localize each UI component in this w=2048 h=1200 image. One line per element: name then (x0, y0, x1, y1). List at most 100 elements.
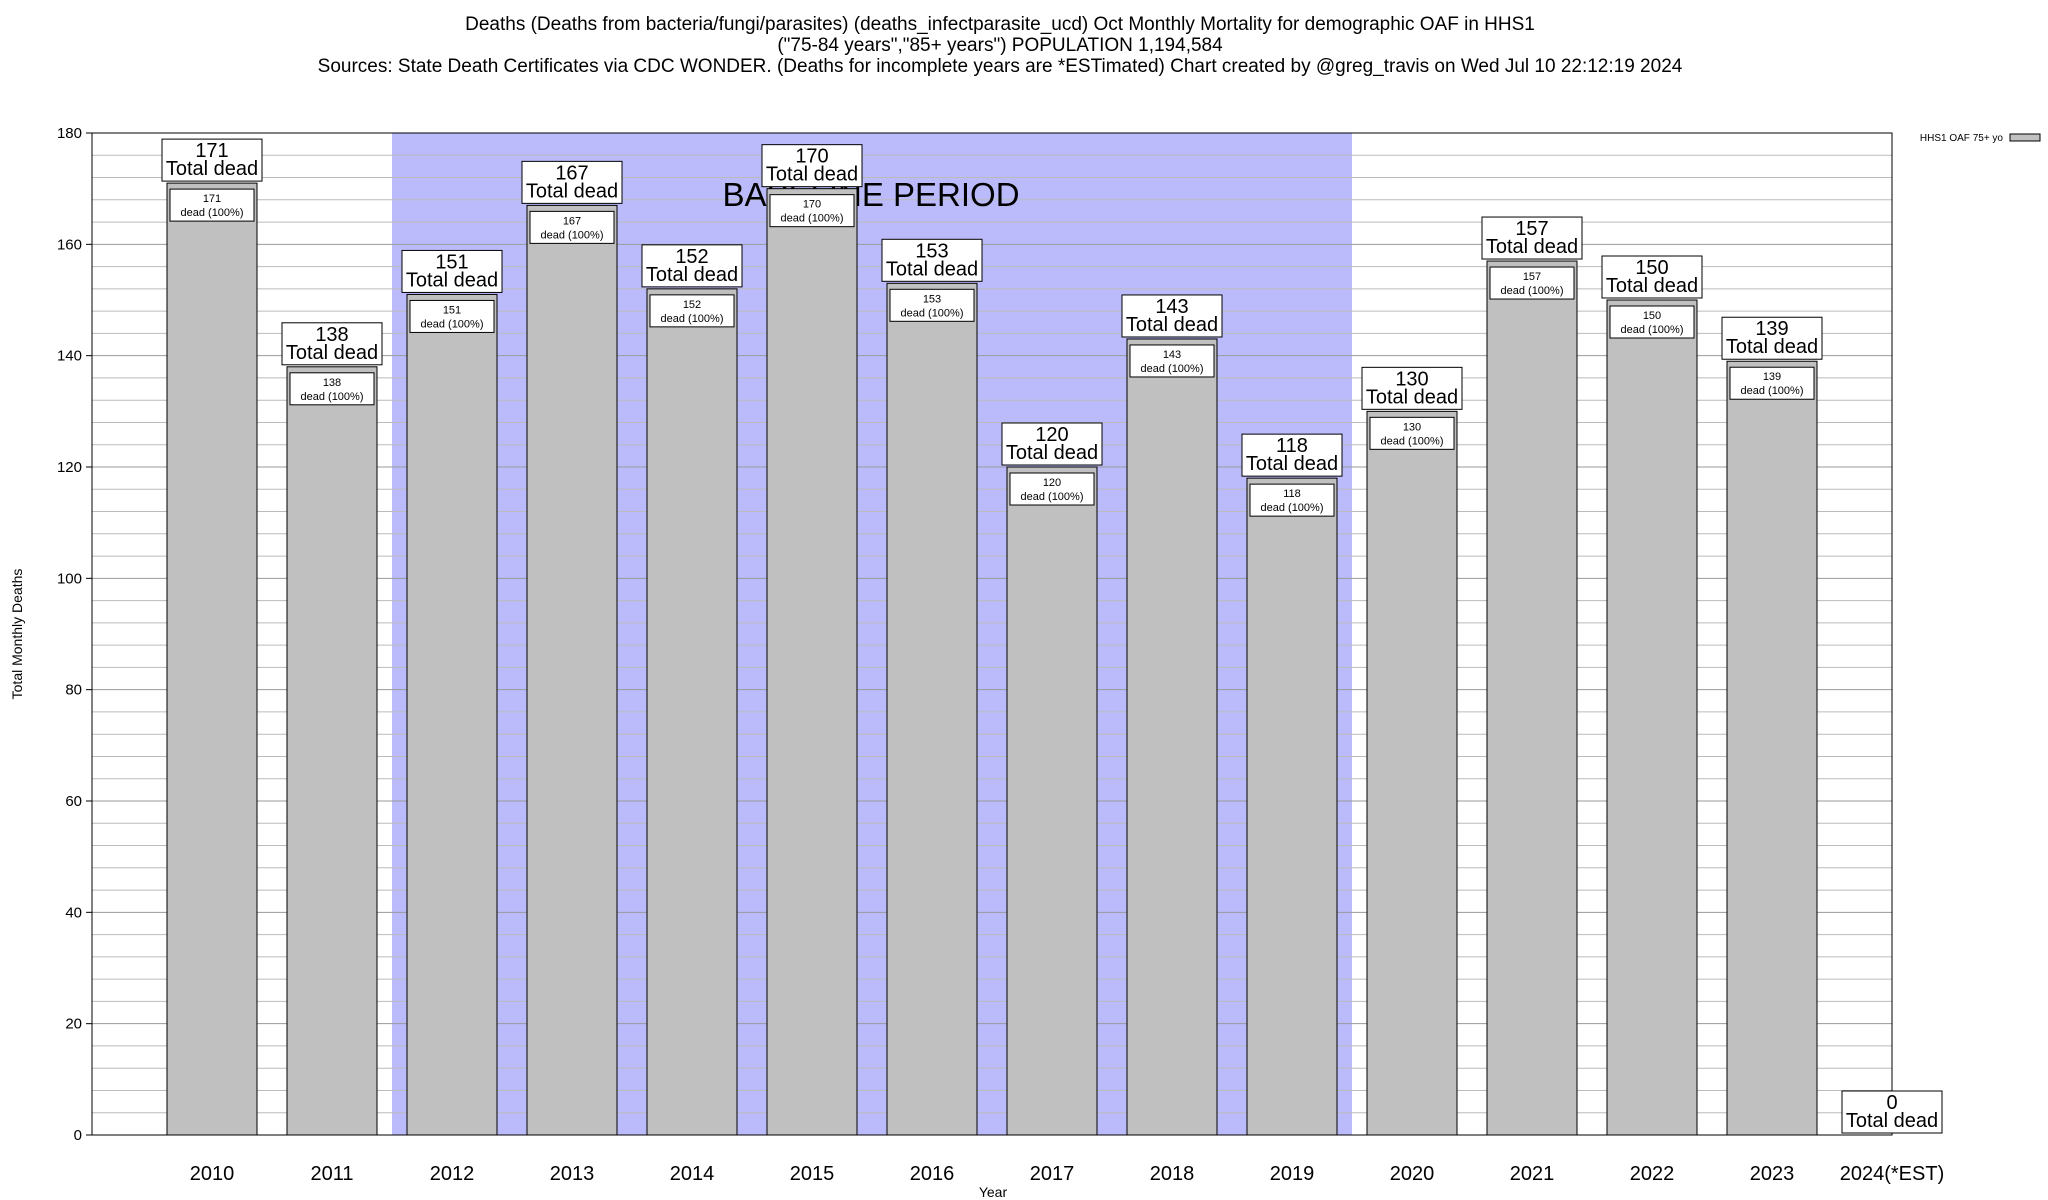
total-label-box (881, 238, 983, 282)
inner-dead-label: dead (100%) (1021, 491, 1084, 503)
total-label-box (521, 160, 623, 204)
total-dead-label: Total dead (1126, 314, 1218, 336)
total-value-label: 150 (1635, 257, 1668, 279)
total-label-box (401, 249, 503, 293)
inner-label-box (1609, 305, 1695, 339)
total-value-label: 151 (435, 251, 468, 273)
inner-label-box (289, 372, 375, 406)
total-label-box (1721, 316, 1823, 360)
y-tick-label: 140 (57, 348, 82, 365)
total-dead-label: Total dead (1726, 336, 1818, 358)
chart-source-line: Sources: State Death Certificates via CD… (317, 56, 1683, 77)
x-axis-title: Year (979, 1184, 1008, 1200)
total-label-box (281, 322, 383, 366)
total-dead-label: Total dead (1246, 453, 1338, 475)
bar (1126, 338, 1218, 1136)
total-value-label: 171 (195, 140, 228, 162)
y-tick-label: 40 (65, 904, 82, 921)
plot-frame (91, 132, 1893, 1136)
x-tick-label: 2021 (1510, 1163, 1555, 1185)
inner-label-box (1249, 483, 1335, 517)
total-value-label: 152 (675, 246, 708, 268)
total-dead-label: Total dead (1006, 442, 1098, 464)
bar (1606, 299, 1698, 1136)
inner-value-label: 150 (1643, 310, 1661, 322)
legend-label: HHS1 OAF 75+ yo (1920, 133, 2004, 144)
inner-dead-label: dead (100%) (1741, 385, 1804, 397)
total-dead-label: Total dead (766, 164, 858, 186)
x-tick-label: 2024(*EST) (1840, 1163, 1945, 1185)
bar (406, 293, 498, 1136)
inner-value-label: 152 (683, 299, 701, 311)
total-label-box (1241, 433, 1343, 477)
legend-swatch (2009, 133, 2041, 142)
bar (1006, 466, 1098, 1136)
total-dead-label: Total dead (1846, 1110, 1938, 1132)
y-axis-title: Total Monthly Deaths (9, 569, 25, 700)
y-tick-label: 180 (57, 125, 82, 142)
total-value-label: 118 (1276, 435, 1308, 457)
total-dead-label: Total dead (1486, 236, 1578, 258)
inner-value-label: 130 (1403, 421, 1421, 433)
bar (646, 288, 738, 1136)
inner-label-box (409, 299, 495, 333)
inner-dead-label: dead (100%) (301, 391, 364, 403)
y-tick-label: 60 (65, 793, 82, 810)
inner-value-label: 139 (1763, 371, 1781, 383)
bar (526, 204, 618, 1136)
inner-value-label: 143 (1163, 349, 1181, 361)
bar (1246, 477, 1338, 1136)
inner-label-box (1369, 416, 1455, 450)
total-label-box (1481, 216, 1583, 260)
inner-dead-label: dead (100%) (1501, 285, 1564, 297)
total-dead-label: Total dead (1606, 275, 1698, 297)
y-tick-label: 0 (74, 1127, 82, 1144)
inner-label-box (169, 188, 255, 222)
total-label-box (1001, 422, 1103, 466)
x-tick-label: 2012 (430, 1163, 475, 1185)
x-tick-label: 2022 (1630, 1163, 1675, 1185)
total-value-label: 120 (1035, 424, 1068, 446)
total-dead-label: Total dead (646, 264, 738, 286)
total-value-label: 130 (1395, 368, 1428, 390)
total-value-label: 170 (795, 146, 828, 168)
total-label-box (1601, 255, 1703, 299)
x-tick-label: 2020 (1390, 1163, 1435, 1185)
inner-dead-label: dead (100%) (781, 213, 844, 225)
bar (166, 182, 258, 1136)
total-label-box (161, 138, 263, 182)
total-dead-label: Total dead (406, 269, 498, 291)
bar (886, 282, 978, 1136)
total-label-box (1841, 1090, 1943, 1134)
x-tick-label: 2010 (190, 1163, 235, 1185)
total-dead-label: Total dead (166, 158, 258, 180)
total-value-label: 153 (915, 240, 948, 262)
bar (1486, 260, 1578, 1136)
total-dead-label: Total dead (526, 180, 618, 202)
inner-value-label: 151 (443, 304, 461, 316)
y-tick-label: 20 (65, 1016, 82, 1033)
total-value-label: 143 (1155, 296, 1188, 318)
bar (286, 366, 378, 1136)
inner-dead-label: dead (100%) (901, 307, 964, 319)
inner-label-box (649, 294, 735, 328)
chart-title: Deaths (Deaths from bacteria/fungi/paras… (465, 14, 1535, 35)
x-tick-label: 2015 (790, 1163, 835, 1185)
x-tick-label: 2023 (1750, 1163, 1795, 1185)
bar (1366, 410, 1458, 1136)
inner-label-box (1009, 472, 1095, 506)
total-value-label: 0 (1886, 1092, 1897, 1114)
total-label-box (1361, 366, 1463, 410)
inner-label-box (1489, 266, 1575, 300)
x-tick-label: 2019 (1270, 1163, 1315, 1185)
x-tick-label: 2018 (1150, 1163, 1195, 1185)
y-tick-label: 160 (57, 236, 82, 253)
inner-label-box (529, 210, 615, 244)
x-tick-label: 2014 (670, 1163, 715, 1185)
bar (766, 188, 858, 1136)
inner-value-label: 118 (1283, 488, 1301, 500)
bar (1726, 360, 1818, 1136)
inner-dead-label: dead (100%) (541, 229, 604, 241)
total-value-label: 167 (555, 162, 588, 184)
